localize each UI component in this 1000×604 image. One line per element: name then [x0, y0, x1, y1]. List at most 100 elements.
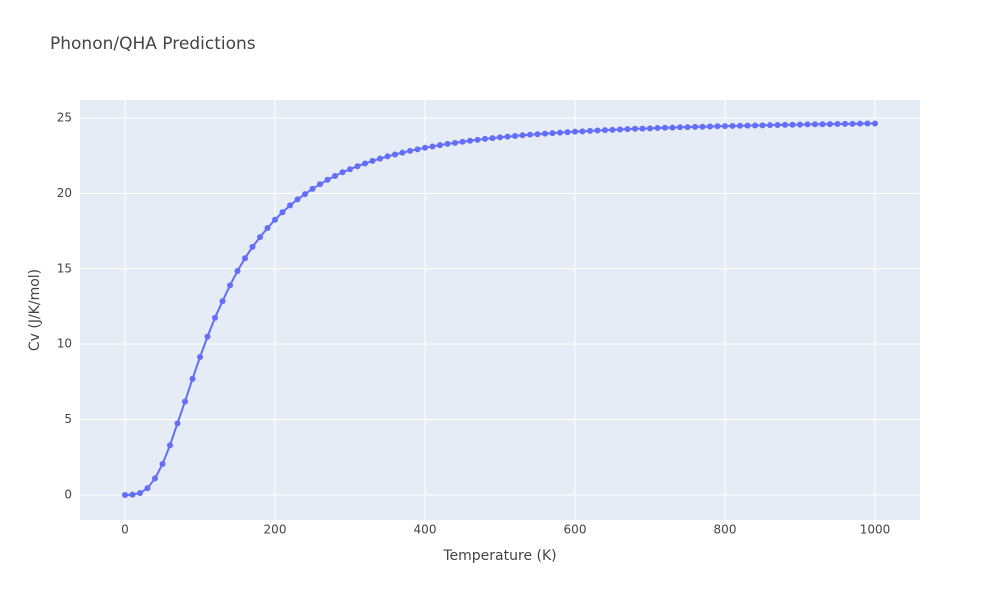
marker	[407, 147, 413, 154]
marker	[872, 120, 878, 127]
marker	[302, 191, 308, 198]
marker	[534, 131, 541, 138]
marker	[414, 146, 421, 153]
marker	[167, 442, 173, 449]
marker	[467, 137, 473, 144]
marker	[189, 375, 196, 382]
marker	[489, 135, 496, 142]
marker	[707, 123, 713, 130]
x-tick-label: 400	[414, 523, 437, 537]
x-tick-label: 800	[714, 523, 737, 537]
marker	[662, 124, 668, 131]
y-axis-title: Cv (J/K/mol)	[27, 269, 43, 351]
marker	[392, 151, 398, 158]
marker	[639, 125, 646, 132]
marker	[632, 125, 638, 132]
marker	[159, 461, 166, 468]
marker	[369, 157, 376, 164]
marker	[452, 139, 458, 146]
x-tick-label: 1000	[860, 523, 891, 537]
marker	[564, 129, 571, 136]
marker	[204, 333, 211, 340]
marker	[152, 475, 158, 482]
marker	[264, 225, 271, 232]
marker	[504, 133, 511, 140]
marker	[122, 491, 128, 498]
y-tick-label: 5	[64, 412, 72, 426]
marker	[197, 353, 203, 360]
marker	[444, 140, 451, 147]
marker	[677, 124, 683, 131]
marker	[849, 120, 856, 127]
marker	[587, 127, 593, 134]
marker	[519, 132, 526, 139]
marker	[699, 123, 706, 130]
marker	[219, 298, 226, 305]
marker	[864, 120, 871, 127]
marker	[362, 160, 368, 167]
marker	[857, 120, 863, 127]
marker	[609, 126, 616, 133]
marker	[797, 121, 803, 128]
marker	[399, 149, 406, 156]
marker	[324, 176, 331, 183]
marker	[774, 122, 781, 129]
x-axis-title: Temperature (K)	[442, 548, 556, 564]
marker	[782, 121, 788, 128]
marker	[294, 196, 301, 203]
x-tick-label: 200	[264, 523, 287, 537]
marker	[347, 166, 353, 173]
x-tick-label: 600	[564, 523, 587, 537]
marker	[602, 127, 608, 134]
marker	[744, 122, 751, 129]
marker	[377, 155, 383, 162]
marker	[752, 122, 758, 129]
chart-title: Phonon/QHA Predictions	[50, 34, 256, 54]
marker	[767, 122, 773, 129]
x-tick-label: 0	[121, 523, 129, 537]
marker	[759, 122, 766, 129]
plot-area	[80, 100, 920, 520]
marker	[422, 144, 428, 151]
marker	[617, 126, 623, 133]
marker	[812, 121, 818, 128]
marker	[557, 129, 563, 136]
marker	[542, 130, 548, 137]
marker	[212, 314, 218, 321]
marker	[624, 126, 631, 133]
marker	[579, 128, 586, 135]
marker	[819, 121, 826, 128]
marker	[317, 181, 323, 188]
marker	[227, 282, 233, 289]
marker	[684, 124, 691, 131]
marker	[512, 133, 518, 140]
marker	[549, 130, 556, 137]
marker	[129, 491, 136, 498]
marker	[572, 128, 578, 135]
marker	[722, 123, 728, 130]
marker	[332, 173, 338, 180]
marker	[174, 420, 181, 427]
marker	[789, 121, 796, 128]
marker	[249, 243, 256, 250]
marker	[827, 121, 833, 128]
marker	[647, 125, 653, 132]
marker	[384, 153, 391, 160]
marker	[272, 216, 278, 223]
marker	[242, 255, 248, 262]
marker	[594, 127, 601, 134]
marker	[527, 131, 533, 138]
marker	[842, 120, 848, 127]
marker	[257, 234, 263, 241]
y-tick-label: 10	[57, 337, 72, 351]
y-tick-label: 0	[64, 487, 72, 501]
marker	[654, 125, 661, 132]
marker	[287, 202, 293, 209]
marker	[669, 124, 676, 131]
marker	[309, 185, 316, 192]
marker	[182, 398, 188, 405]
marker	[474, 136, 481, 143]
marker	[429, 143, 436, 150]
marker	[497, 134, 503, 141]
